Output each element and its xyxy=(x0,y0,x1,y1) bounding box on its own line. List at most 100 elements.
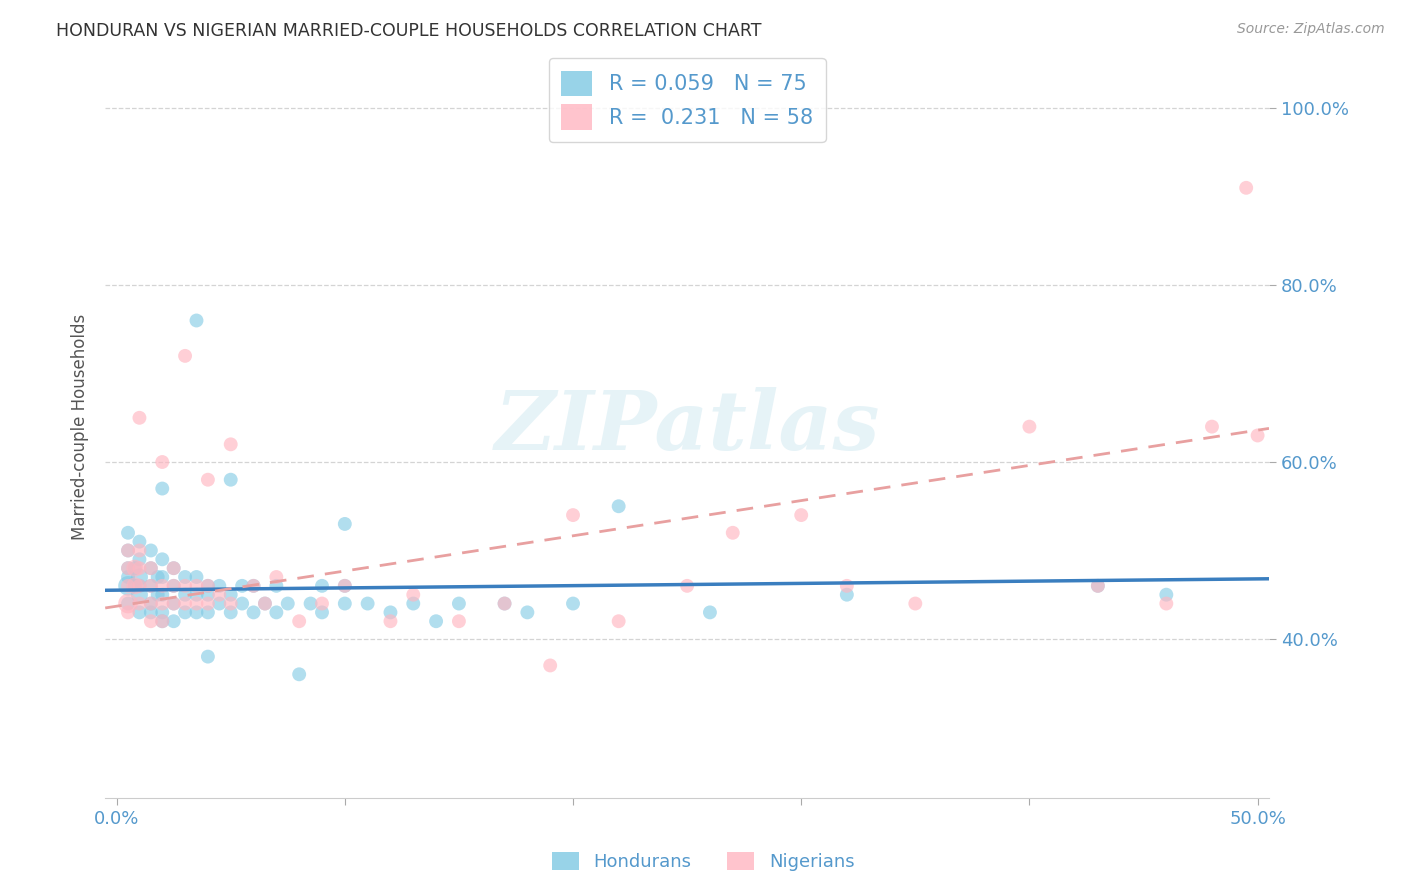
Point xyxy=(333,579,356,593)
Point xyxy=(197,579,219,593)
Point xyxy=(163,579,186,593)
Point xyxy=(174,570,197,584)
Text: HONDURAN VS NIGERIAN MARRIED-COUPLE HOUSEHOLDS CORRELATION CHART: HONDURAN VS NIGERIAN MARRIED-COUPLE HOUS… xyxy=(56,22,762,40)
Point xyxy=(333,597,356,611)
Point xyxy=(124,579,146,593)
Point xyxy=(208,579,231,593)
Text: ZIPatlas: ZIPatlas xyxy=(495,386,880,467)
Point xyxy=(447,597,470,611)
Point xyxy=(117,570,139,584)
Point xyxy=(699,606,721,620)
Point xyxy=(311,579,333,593)
Point xyxy=(1156,588,1178,602)
Point xyxy=(277,597,299,611)
Point xyxy=(139,561,162,575)
Point xyxy=(402,588,425,602)
Point xyxy=(538,658,561,673)
Point xyxy=(150,579,173,593)
Y-axis label: Married-couple Households: Married-couple Households xyxy=(72,313,89,540)
Point xyxy=(117,525,139,540)
Point xyxy=(494,597,516,611)
Point xyxy=(117,597,139,611)
Point xyxy=(494,597,516,611)
Point xyxy=(174,606,197,620)
Point xyxy=(128,588,150,602)
Point xyxy=(117,606,139,620)
Point xyxy=(253,597,276,611)
Point xyxy=(139,614,162,628)
Point xyxy=(163,597,186,611)
Point xyxy=(835,588,858,602)
Point xyxy=(197,597,219,611)
Point xyxy=(128,534,150,549)
Point xyxy=(333,516,356,531)
Point xyxy=(174,579,197,593)
Point xyxy=(904,597,927,611)
Point xyxy=(174,597,197,611)
Point xyxy=(242,579,264,593)
Point xyxy=(607,500,630,514)
Point xyxy=(197,649,219,664)
Point xyxy=(231,579,253,593)
Point xyxy=(266,606,288,620)
Point xyxy=(562,508,585,522)
Point xyxy=(128,543,150,558)
Point xyxy=(139,606,162,620)
Point xyxy=(219,597,242,611)
Point xyxy=(197,579,219,593)
Point xyxy=(117,579,139,593)
Point xyxy=(356,597,378,611)
Point xyxy=(380,606,402,620)
Point xyxy=(128,552,150,566)
Point xyxy=(163,579,186,593)
Point xyxy=(139,579,162,593)
Point xyxy=(835,579,858,593)
Point xyxy=(163,561,186,575)
Point xyxy=(197,588,219,602)
Point xyxy=(299,597,322,611)
Point xyxy=(311,606,333,620)
Point xyxy=(124,579,146,593)
Point xyxy=(150,614,173,628)
Point xyxy=(607,614,630,628)
Point xyxy=(139,579,162,593)
Point xyxy=(128,561,150,575)
Point xyxy=(266,579,288,593)
Point xyxy=(1087,579,1109,593)
Point xyxy=(186,606,208,620)
Point xyxy=(128,597,150,611)
Point xyxy=(1246,428,1268,442)
Point xyxy=(150,552,173,566)
Point xyxy=(333,579,356,593)
Legend: R = 0.059   N = 75, R =  0.231   N = 58: R = 0.059 N = 75, R = 0.231 N = 58 xyxy=(548,58,825,143)
Point xyxy=(146,570,169,584)
Legend: Hondurans, Nigerians: Hondurans, Nigerians xyxy=(544,845,862,879)
Point xyxy=(163,597,186,611)
Point xyxy=(186,570,208,584)
Point xyxy=(402,597,425,611)
Point xyxy=(117,561,139,575)
Point xyxy=(128,579,150,593)
Point xyxy=(150,570,173,584)
Point xyxy=(231,597,253,611)
Point xyxy=(676,579,699,593)
Point xyxy=(219,437,242,451)
Point xyxy=(128,410,150,425)
Point xyxy=(242,606,264,620)
Point xyxy=(139,597,162,611)
Point xyxy=(288,667,311,681)
Point xyxy=(139,561,162,575)
Point xyxy=(117,543,139,558)
Point xyxy=(380,614,402,628)
Point xyxy=(790,508,813,522)
Point xyxy=(186,579,208,593)
Point xyxy=(311,597,333,611)
Point xyxy=(219,473,242,487)
Point xyxy=(562,597,585,611)
Point xyxy=(117,597,139,611)
Point xyxy=(186,588,208,602)
Point xyxy=(117,543,139,558)
Point xyxy=(208,597,231,611)
Point xyxy=(124,561,146,575)
Point xyxy=(208,588,231,602)
